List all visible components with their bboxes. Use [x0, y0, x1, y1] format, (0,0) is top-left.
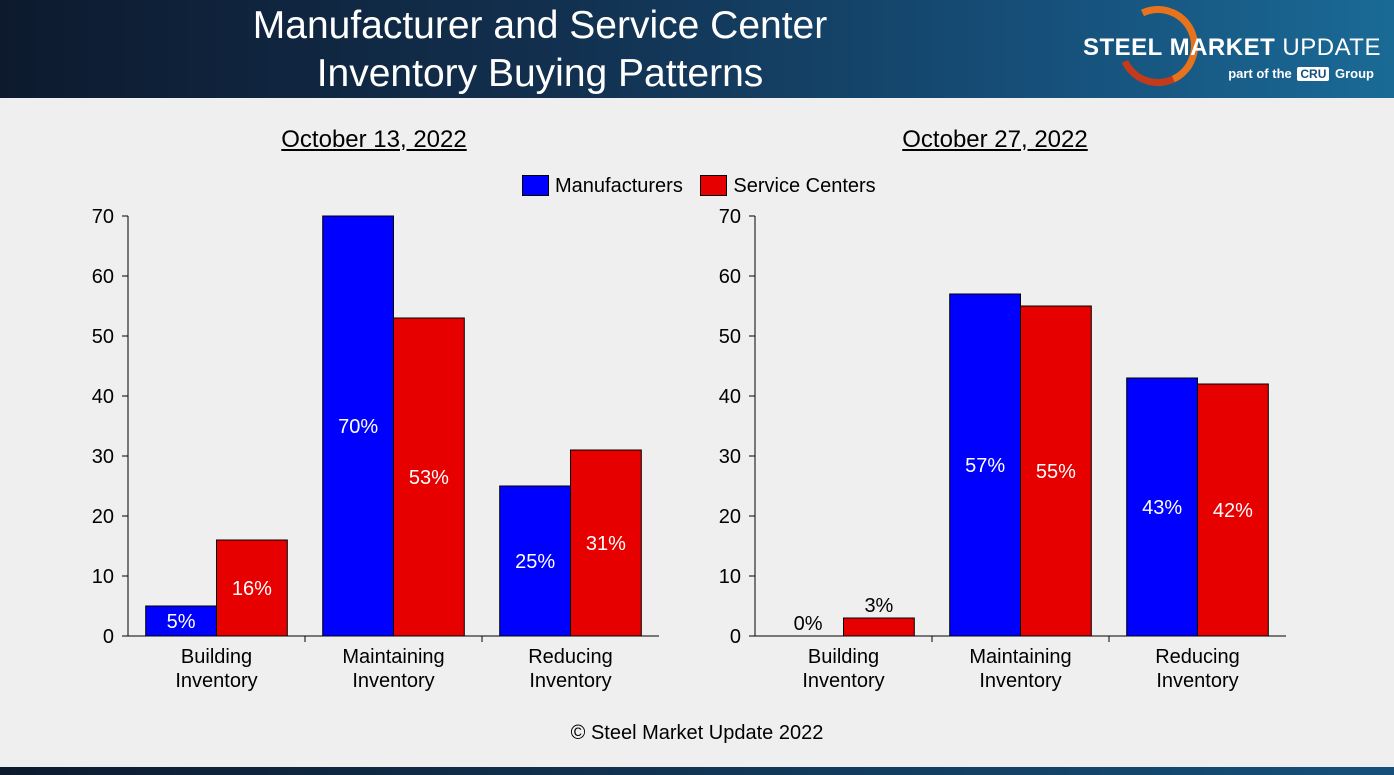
bar-manufacturers	[322, 215, 395, 637]
chart-oct-27: 0 10 20 30 40 50 60 70 Building Inventory 0% 3% Main…	[719, 206, 1286, 692]
bar-manufacturers	[145, 605, 217, 637]
data-label: 55%	[1036, 461, 1076, 483]
data-label: 5%	[167, 611, 196, 633]
data-label: 57%	[965, 455, 1005, 477]
legend-swatch-manufacturers	[522, 175, 549, 196]
steel-market-update-logo: STEEL MARKET UPDATE part of the CRU Grou…	[1070, 0, 1394, 98]
y-tick-label: 0	[730, 626, 741, 648]
bar-manufacturers	[499, 485, 572, 637]
bar-manufacturers	[949, 293, 1022, 637]
y-tick-label: 50	[719, 326, 741, 348]
title-line-2: Inventory Buying Patterns	[316, 52, 764, 95]
data-label: 25%	[515, 551, 555, 573]
data-label: 16%	[232, 578, 272, 600]
title-line-1: Manufacturer and Service Center	[252, 4, 828, 47]
bar-service-centers	[843, 617, 915, 637]
legend-swatch-service-centers	[700, 175, 728, 196]
data-label: 43%	[1142, 497, 1182, 519]
y-tick-label: 30	[719, 446, 741, 468]
data-label: 3%	[864, 595, 893, 617]
x-category-label: Maintaining Inventory	[342, 646, 444, 692]
x-category-label: Reducing Inventory	[1155, 646, 1240, 692]
bar-service-centers	[1197, 383, 1269, 637]
bar-service-centers	[1020, 305, 1092, 637]
copyright-footer: © Steel Market Update 2022	[570, 722, 824, 744]
chart-1-title: October 13, 2022	[281, 126, 467, 153]
y-tick-label: 60	[92, 266, 114, 288]
footer-bar	[0, 767, 1394, 775]
x-category-label: Reducing Inventory	[528, 646, 613, 692]
data-label: 70%	[338, 416, 378, 438]
y-tick-label: 50	[92, 326, 114, 348]
legend-item-service-centers: Service Centers	[700, 175, 876, 198]
y-tick-label: 40	[719, 386, 741, 408]
logo-word-bold: STEEL MARKET	[1083, 34, 1276, 61]
logo-wordmark: STEEL MARKET UPDATE	[1083, 34, 1381, 62]
x-category-label: Building Inventory	[175, 646, 257, 692]
x-category-label: Building Inventory	[802, 646, 884, 692]
header-banner: Manufacturer and Service Center Inventor…	[0, 0, 1394, 98]
legend-item-manufacturers: Manufacturers	[522, 175, 683, 198]
legend-label-manufacturers: Manufacturers	[555, 175, 683, 197]
logo-tagline-prefix: part of the	[1228, 66, 1292, 81]
y-tick-label: 70	[719, 206, 741, 228]
data-label: 31%	[586, 533, 626, 555]
y-tick-label: 10	[92, 566, 114, 588]
cru-logo-icon: CRU	[1297, 67, 1330, 81]
bar-manufacturers	[1126, 377, 1198, 637]
x-category-label: Maintaining Inventory	[969, 646, 1071, 692]
y-tick-label: 30	[92, 446, 114, 468]
y-tick-label: 0	[103, 626, 114, 648]
bar-service-centers	[393, 317, 465, 637]
y-tick-label: 60	[719, 266, 741, 288]
y-tick-label: 10	[719, 566, 741, 588]
logo-word-light: UPDATE	[1275, 34, 1381, 61]
bar-service-centers	[216, 539, 288, 637]
chart-2-title: October 27, 2022	[902, 126, 1088, 153]
logo-tagline: part of the CRU Group	[1228, 66, 1374, 81]
data-label: 0%	[794, 613, 823, 635]
y-tick-label: 20	[719, 506, 741, 528]
y-tick-label: 70	[92, 206, 114, 228]
data-label: 42%	[1213, 500, 1253, 522]
bar-service-centers	[570, 449, 642, 637]
y-tick-label: 20	[92, 506, 114, 528]
chart-legend: Manufacturers Service Centers	[522, 175, 888, 199]
y-tick-label: 40	[92, 386, 114, 408]
page-title: Manufacturer and Service Center Inventor…	[160, 2, 920, 98]
data-label: 53%	[409, 467, 449, 489]
legend-label-service-centers: Service Centers	[733, 175, 876, 197]
chart-oct-13: 0 10 20 30 40 50 60 70 Building Inventory 5% 16% Mai…	[92, 206, 659, 692]
logo-tagline-suffix: Group	[1335, 66, 1374, 81]
